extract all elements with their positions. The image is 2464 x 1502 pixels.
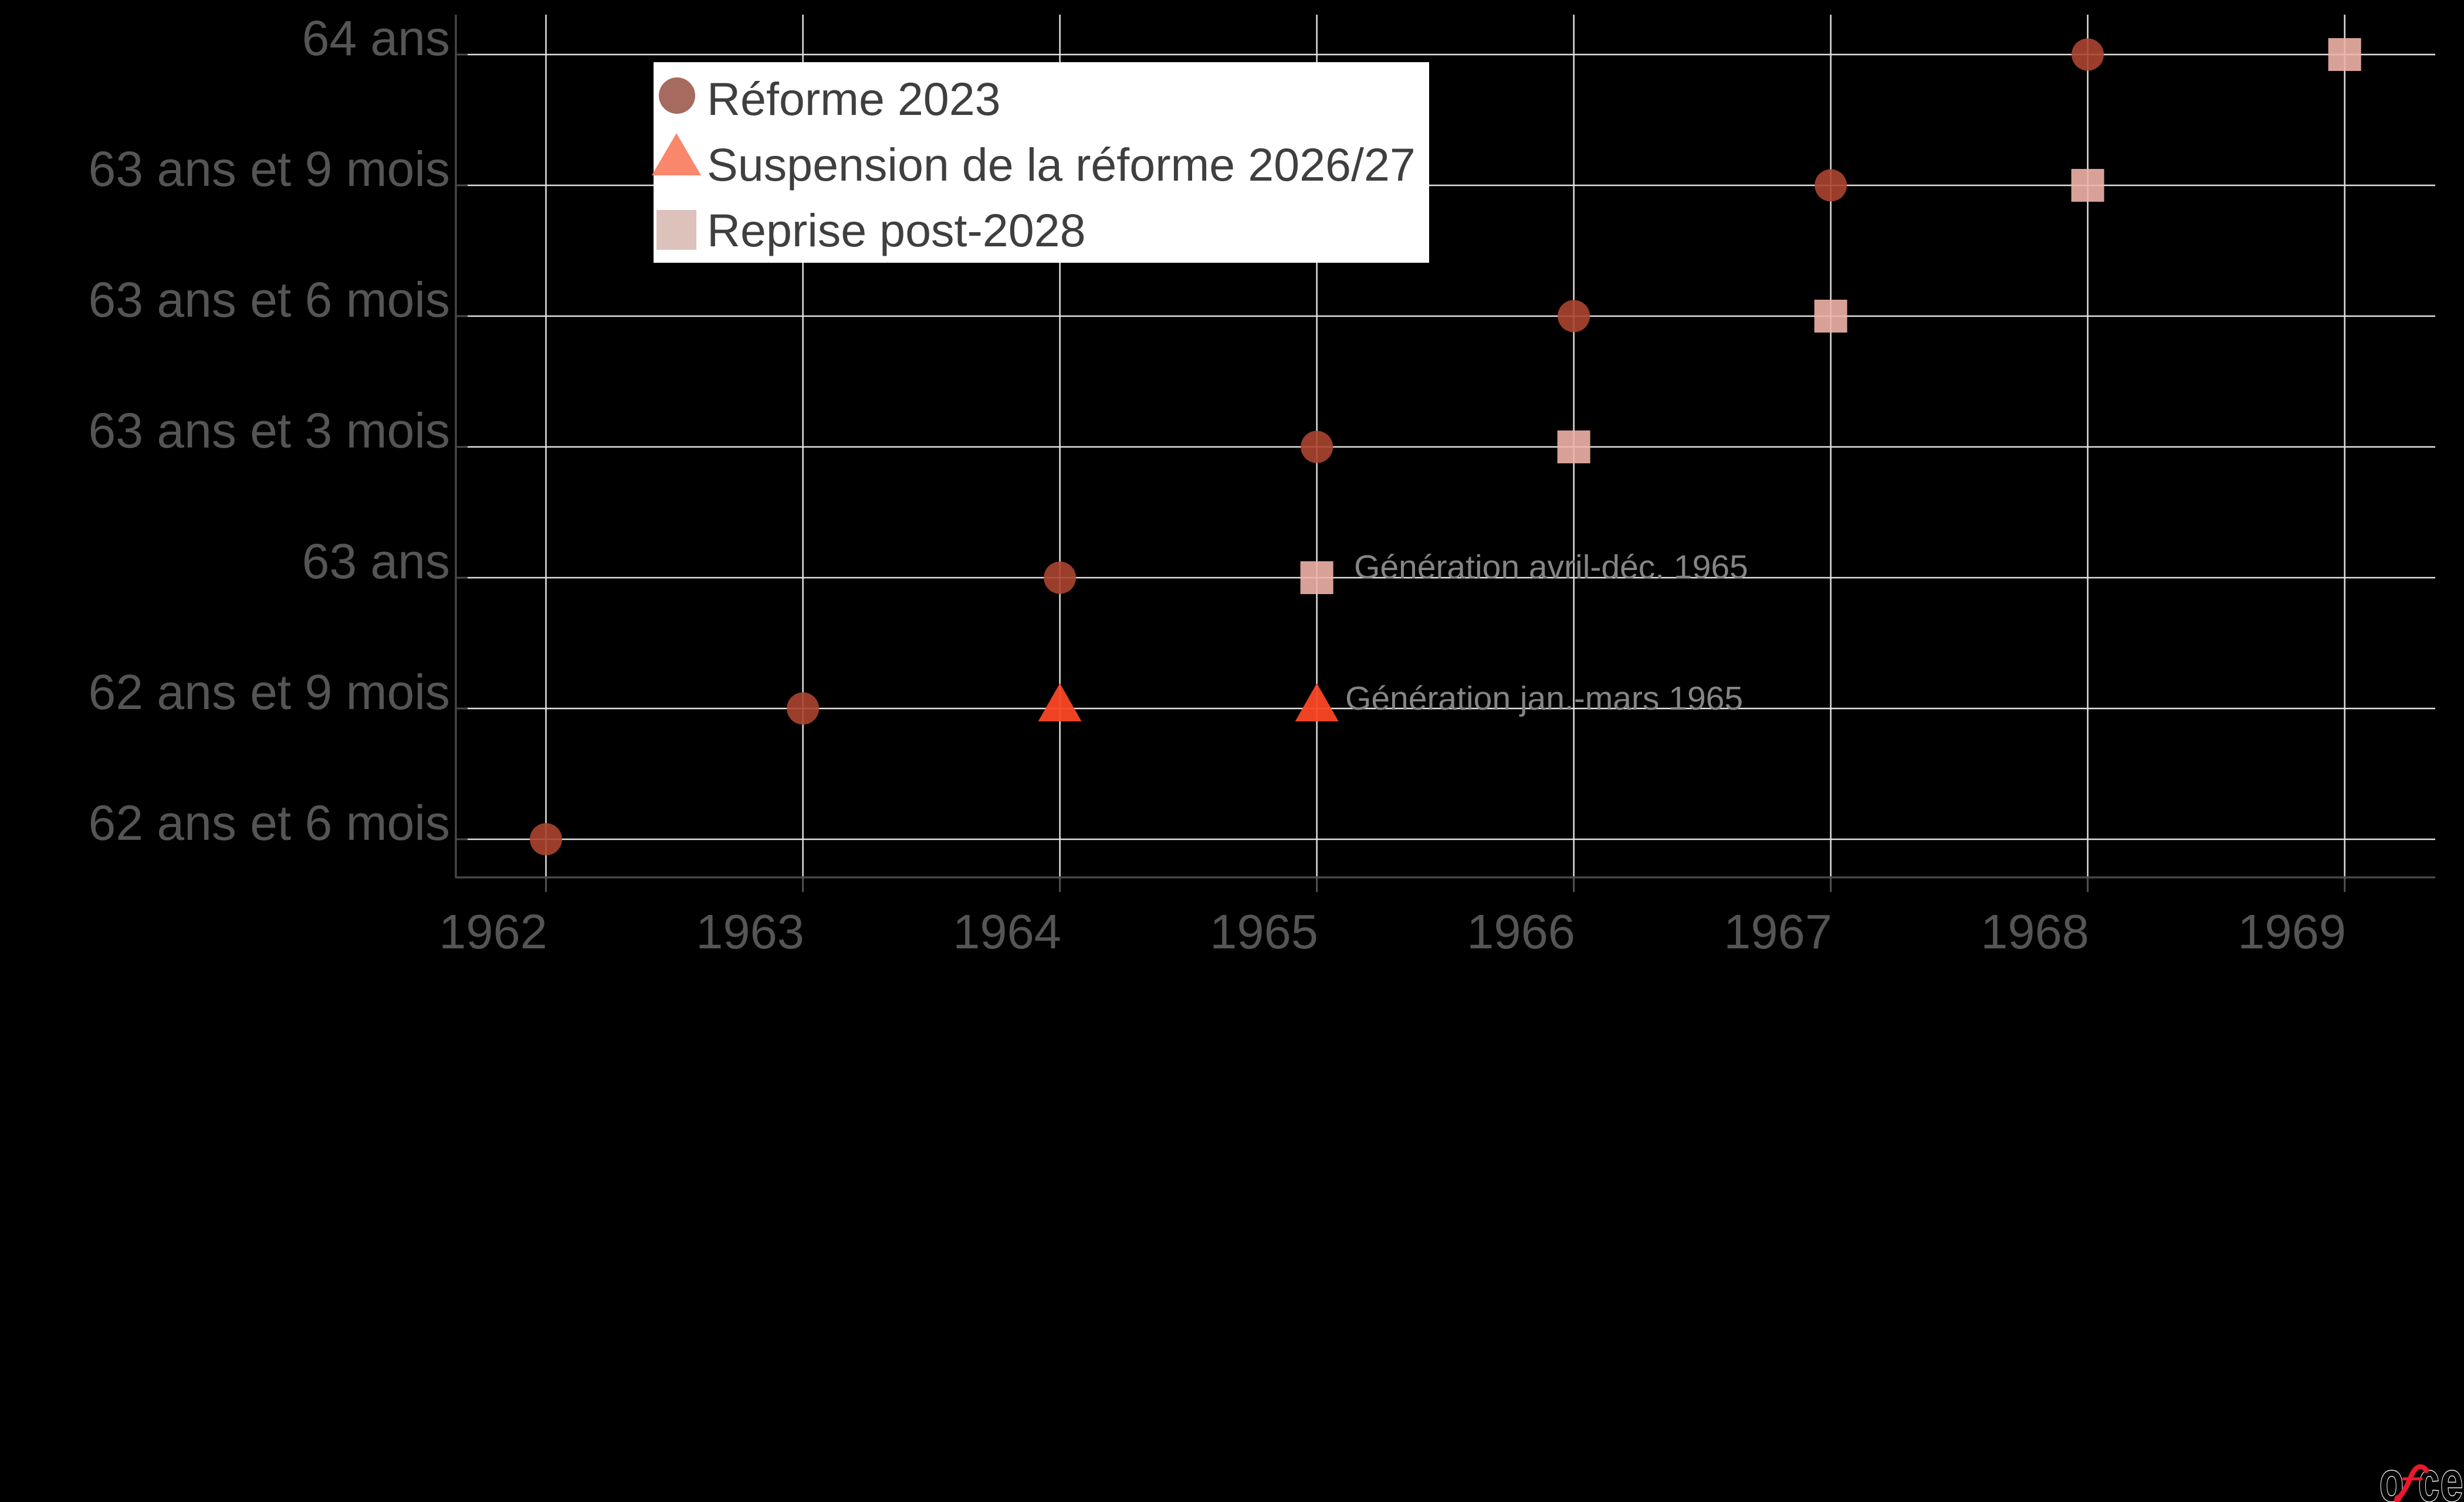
svg-text:64 ans: 64 ans <box>302 11 450 66</box>
svg-text:Reprise post-2028: Reprise post-2028 <box>707 204 1086 256</box>
svg-text:Réforme 2023: Réforme 2023 <box>707 73 1001 125</box>
svg-text:Génération jan.-mars 1965: Génération jan.-mars 1965 <box>1345 680 1743 717</box>
svg-text:62 ans et 6 mois: 62 ans et 6 mois <box>89 795 450 850</box>
svg-text:63 ans: 63 ans <box>302 534 450 589</box>
svg-text:1966: 1966 <box>1467 904 1575 959</box>
svg-text:1962: 1962 <box>439 904 547 959</box>
svg-text:1969: 1969 <box>2238 904 2346 959</box>
svg-text:63 ans et 6 mois: 63 ans et 6 mois <box>89 272 450 327</box>
svg-text:1967: 1967 <box>1724 904 1832 959</box>
svg-text:1964: 1964 <box>953 904 1061 959</box>
svg-text:c: c <box>2418 1450 2439 1502</box>
svg-text:63 ans et 9 mois: 63 ans et 9 mois <box>89 141 450 196</box>
svg-text:1965: 1965 <box>1210 904 1318 959</box>
svg-text:62 ans et 9 mois: 62 ans et 9 mois <box>89 664 450 720</box>
svg-text:63 ans et 3 mois: 63 ans et 3 mois <box>89 403 450 458</box>
svg-text:e: e <box>2441 1450 2463 1502</box>
svg-text:Suspension de la réforme 2026/: Suspension de la réforme 2026/27 <box>707 138 1416 191</box>
svg-text:1963: 1963 <box>696 904 804 959</box>
svg-text:1968: 1968 <box>1981 904 2089 959</box>
svg-text:Génération avril-déc. 1965: Génération avril-déc. 1965 <box>1354 548 1748 586</box>
